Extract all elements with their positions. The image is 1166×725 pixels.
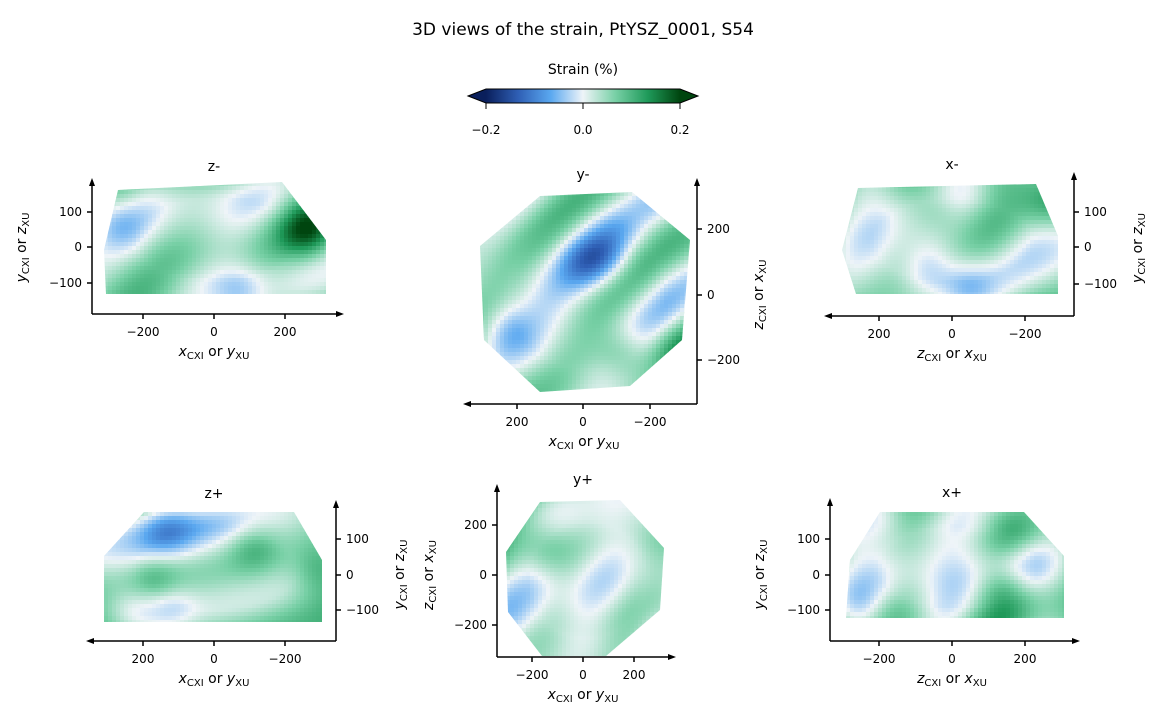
x-tick-label: 200	[506, 415, 529, 429]
x-tick-label: 200	[1014, 652, 1037, 666]
panel-y-: y- 200 0 −200 200 0 −200 xCXI or yXU zCXI or xXU	[463, 167, 769, 452]
panel-y+: y+ −200 0 200 200 0 −200 xCXI or yXU zCXI or xXU	[421, 472, 676, 705]
strain-map-y-	[480, 192, 690, 392]
colorbar-tick-label: −0.2	[471, 123, 500, 137]
panel-title: y-	[576, 167, 589, 183]
x-axis-arrow	[668, 654, 676, 660]
x-axis-label: zCXI or xXU	[916, 346, 987, 364]
y-tick-label: 0	[707, 288, 715, 302]
y-tick-label: 0	[74, 240, 82, 254]
y-tick-label: −200	[454, 618, 487, 632]
figure-title: 3D views of the strain, PtYSZ_0001, S54	[412, 20, 754, 40]
x-tick-label: −200	[516, 668, 549, 682]
y-tick-label: −100	[49, 276, 82, 290]
colorbar-bar	[486, 89, 680, 103]
y-axis-arrow	[494, 484, 500, 492]
axes	[91, 184, 338, 315]
panel-z+: z+ 200 0 −200 100 0 −100 xCXI or yXU yCXI or zXU	[86, 486, 410, 689]
panel-title: z+	[204, 486, 223, 502]
strain-map-z-	[104, 182, 326, 294]
x-tick-label: 200	[274, 325, 297, 339]
x-tick-label: 0	[948, 327, 956, 341]
colorbar-tick-label: 0.0	[573, 123, 592, 137]
x-axis-arrow	[463, 401, 471, 407]
x-tick-label: −200	[127, 325, 160, 339]
colorbar-tick-label: 0.2	[670, 123, 689, 137]
x-tick-label: 0	[210, 325, 218, 339]
x-axis-arrow	[1072, 638, 1080, 644]
x-axis-label: xCXI or yXU	[178, 671, 250, 689]
x-tick-label: 0	[948, 652, 956, 666]
colorbar: Strain (%) −0.2 0.0 0.2	[466, 62, 700, 137]
strain-map-y+	[506, 500, 664, 656]
y-axis-label: yCXI or zXU	[752, 540, 770, 611]
y-tick-label: 0	[812, 568, 820, 582]
strain-map-x-	[842, 184, 1058, 294]
colorbar-label: Strain (%)	[548, 62, 618, 78]
x-tick-label: 0	[579, 668, 587, 682]
x-tick-label: −200	[634, 415, 667, 429]
y-tick-label: 0	[1084, 240, 1092, 254]
panel-title: x-	[945, 157, 958, 173]
y-tick-label: 100	[797, 532, 820, 546]
x-tick-label: 0	[579, 415, 587, 429]
y-tick-label: −200	[707, 353, 740, 367]
strain-map-z+	[104, 512, 322, 622]
y-axis-arrow	[89, 178, 95, 186]
y-tick-label: 200	[707, 222, 730, 236]
y-tick-label: 200	[464, 518, 487, 532]
y-tick-label: 100	[346, 532, 369, 546]
y-axis-label: yCXI or zXU	[392, 540, 410, 611]
colorbar-extend-min	[468, 89, 486, 103]
x-tick-label: 200	[623, 668, 646, 682]
panel-title: x+	[942, 485, 962, 501]
y-tick-label: −100	[346, 603, 379, 617]
colorbar-extend-max	[680, 89, 698, 103]
y-axis-label: yCXI or zXU	[14, 213, 32, 284]
x-axis-label: xCXI or yXU	[178, 344, 250, 362]
y-tick-label: 100	[1084, 205, 1107, 219]
x-tick-label: −200	[269, 652, 302, 666]
x-axis-label: zCXI or xXU	[916, 671, 987, 689]
panel-x-: x- 200 0 −200 100 0 −100 zCXI or xXU yCXI or zXU	[824, 157, 1148, 364]
y-axis-arrow	[694, 178, 700, 186]
x-axis-label: xCXI or yXU	[548, 434, 620, 452]
x-tick-label: 200	[868, 327, 891, 341]
x-tick-label: −200	[863, 652, 896, 666]
y-axis-label: zCXI or xXU	[751, 260, 769, 331]
y-axis-arrow	[827, 498, 833, 506]
x-axis-arrow	[824, 313, 832, 319]
x-tick-label: 0	[210, 652, 218, 666]
y-axis-label: zCXI or xXU	[421, 540, 439, 611]
y-tick-label: 0	[479, 568, 487, 582]
strain-map-x+	[846, 512, 1064, 618]
y-axis-arrow	[333, 500, 339, 508]
y-tick-label: 0	[346, 568, 354, 582]
x-tick-label: 200	[132, 652, 155, 666]
x-axis-label: xCXI or yXU	[547, 687, 619, 705]
panel-title: y+	[573, 472, 593, 488]
x-axis-arrow	[86, 638, 94, 644]
y-tick-label: 100	[59, 205, 82, 219]
x-axis-arrow	[336, 311, 344, 317]
x-tick-label: −200	[1009, 327, 1042, 341]
y-axis-arrow	[1071, 172, 1077, 180]
y-tick-label: −100	[787, 603, 820, 617]
panel-title: z-	[208, 159, 220, 175]
y-axis-label: yCXI or zXU	[1130, 213, 1148, 284]
panel-z-: z- −200 0 200 100 0 −100 xCXI or yXU yCXI or zXU	[14, 159, 344, 362]
y-tick-label: −100	[1084, 277, 1117, 291]
panel-x+: x+ −200 0 200 100 0 −100 zCXI or xXU yCXI or zXU	[752, 485, 1080, 689]
